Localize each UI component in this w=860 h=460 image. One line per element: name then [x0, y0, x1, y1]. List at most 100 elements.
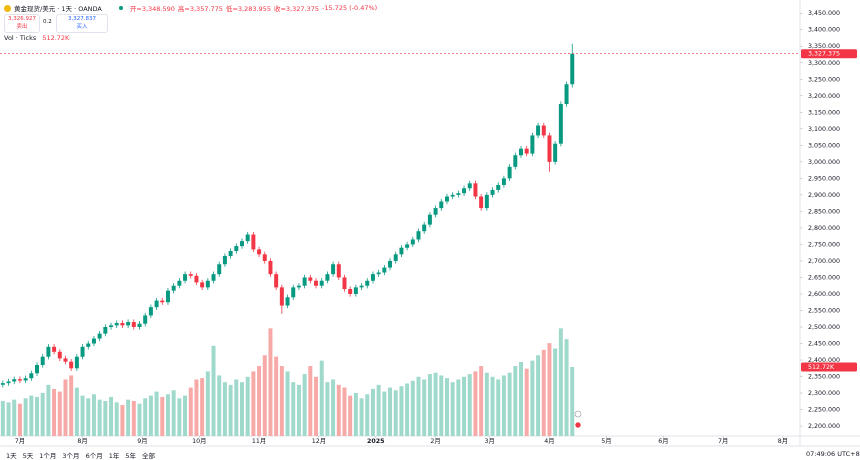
volume-bar — [399, 386, 404, 436]
candle-body — [245, 234, 250, 242]
ohlc-change: -15.725 (-0.47%) — [322, 4, 378, 12]
candle-body — [296, 285, 301, 288]
volume-bar — [547, 343, 552, 436]
candle-body — [12, 379, 17, 382]
candle-body — [570, 53, 575, 85]
candle-body — [228, 251, 233, 256]
candle-body — [69, 361, 74, 369]
volume-bar — [410, 380, 415, 436]
candle-body — [416, 231, 421, 240]
candle-body — [405, 244, 410, 248]
volume-bar — [69, 375, 74, 436]
volume-bar — [29, 395, 34, 436]
x-tick-label: 3月 — [485, 437, 495, 445]
range-button[interactable]: 全部 — [141, 452, 155, 460]
candle-body — [126, 322, 131, 326]
candle-body — [143, 315, 148, 324]
y-tick-label: 2,300.000 — [808, 390, 840, 397]
candle-body — [0, 383, 5, 385]
x-tick-label: 8月 — [77, 437, 87, 445]
y-tick-label: 3,000.000 — [808, 159, 840, 166]
y-tick-label: 2,500.000 — [808, 324, 840, 331]
candle-body — [285, 297, 290, 306]
candle-body — [154, 300, 159, 308]
buy-price: 3,327.837 — [68, 16, 96, 22]
candle-body — [558, 104, 563, 144]
candle-body — [456, 193, 461, 195]
range-button[interactable]: 1年 — [108, 452, 120, 460]
volume-bar — [148, 395, 153, 436]
volume-bar — [279, 366, 284, 436]
volume-bar — [507, 372, 512, 436]
volume-bar — [456, 379, 461, 436]
candle-body — [165, 290, 170, 303]
candle-body — [325, 274, 330, 281]
candle-body — [171, 285, 176, 291]
range-button[interactable]: 5年 — [125, 452, 136, 460]
volume-bar — [137, 403, 142, 436]
range-button[interactable]: 6个月 — [85, 452, 103, 460]
range-button[interactable]: 3个月 — [62, 452, 80, 460]
volume-bar — [530, 360, 535, 436]
event-marker[interactable] — [574, 410, 582, 418]
candle-body — [353, 287, 358, 294]
last-price-tag — [801, 49, 857, 59]
volume-bar — [496, 379, 501, 436]
volume-bar — [97, 399, 102, 436]
range-button[interactable]: 5天 — [22, 452, 34, 460]
candle-body — [234, 246, 239, 252]
range-button[interactable]: 1个月 — [39, 452, 57, 460]
y-tick-label: 2,750.000 — [808, 241, 840, 248]
candle-body — [501, 178, 506, 185]
volume-bar — [52, 388, 57, 436]
candle-body — [80, 346, 85, 357]
sell-button[interactable]: 3,326.927 卖出 — [4, 14, 40, 33]
candle-body — [63, 358, 68, 362]
volume-bar — [251, 371, 256, 436]
volume-bar — [63, 379, 68, 436]
volume-legend-value: 512.72K — [42, 34, 70, 42]
candle-body — [188, 274, 193, 276]
volume-bar — [200, 378, 205, 436]
candle-body — [359, 285, 364, 288]
candle-body — [399, 247, 404, 255]
volume-bar — [405, 383, 410, 436]
candle-body — [427, 214, 432, 225]
x-tick-label: 7月 — [718, 437, 728, 445]
volume-bar — [444, 378, 449, 436]
x-tick-label: 7月 — [15, 437, 25, 445]
candle-body — [553, 143, 558, 162]
y-tick-label: 2,250.000 — [808, 407, 840, 414]
buy-button[interactable]: 3,327.837 买入 — [56, 14, 108, 33]
symbol-legend: 黄金现货/美元 · 1天 · OANDA 开=3,348.590 高=3,357… — [4, 3, 377, 13]
volume-bar — [23, 398, 28, 436]
volume-bar — [222, 382, 227, 436]
candle-body — [46, 346, 51, 357]
candle-body — [279, 287, 284, 306]
volume-bar — [536, 355, 541, 436]
volume-bar — [257, 366, 262, 436]
y-tick-label: 2,350.000 — [808, 374, 840, 381]
ohlc-close: 收=3,327.375 — [273, 5, 319, 13]
candle-body — [6, 381, 11, 384]
candle-body — [74, 356, 79, 369]
volume-bar — [205, 371, 210, 436]
symbol-title[interactable]: 黄金现货/美元 · 1天 · OANDA — [14, 5, 102, 13]
y-tick-label: 2,950.000 — [808, 175, 840, 182]
y-tick-label: 2,650.000 — [808, 274, 840, 281]
candle-body — [536, 125, 541, 136]
candle-body — [308, 277, 313, 281]
candle-body — [217, 264, 222, 275]
volume-bar — [268, 328, 273, 436]
y-tick-label: 3,300.000 — [808, 60, 840, 67]
range-button[interactable]: 1天 — [6, 452, 17, 460]
x-tick-label: 4月 — [544, 437, 554, 445]
candle-body — [331, 264, 336, 275]
event-marker[interactable] — [574, 421, 582, 429]
volume-bar — [433, 372, 438, 436]
candle-body — [302, 277, 307, 286]
candle-body — [314, 280, 319, 286]
x-tick-label: 12月 — [312, 437, 326, 445]
candle-body — [86, 343, 91, 347]
volume-bar — [103, 401, 108, 436]
